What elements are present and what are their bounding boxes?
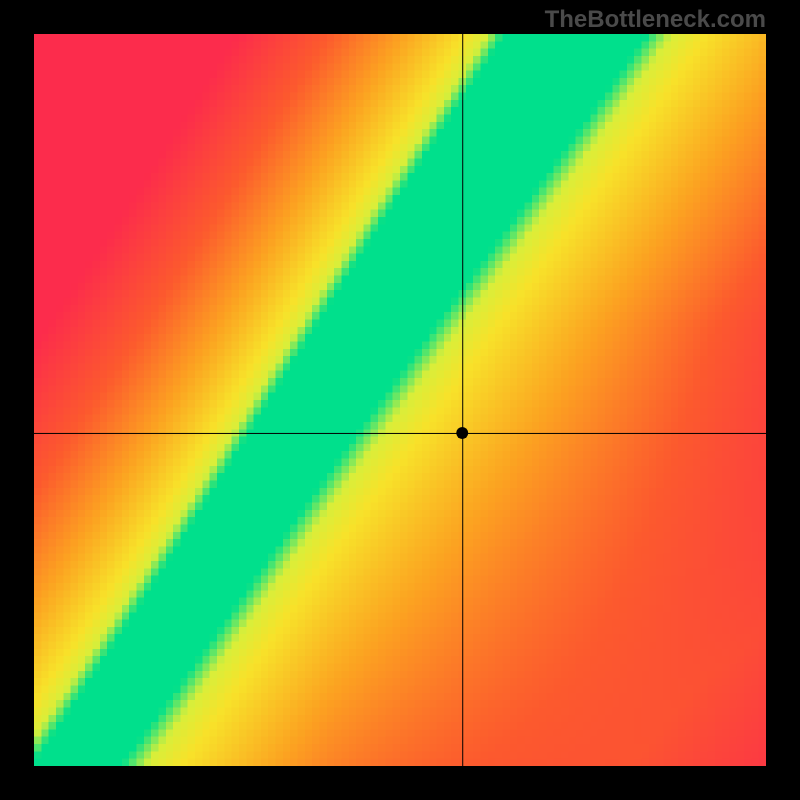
chart-container: TheBottleneck.com — [0, 0, 800, 800]
watermark-text: TheBottleneck.com — [545, 6, 766, 34]
crosshair-overlay — [34, 34, 766, 766]
